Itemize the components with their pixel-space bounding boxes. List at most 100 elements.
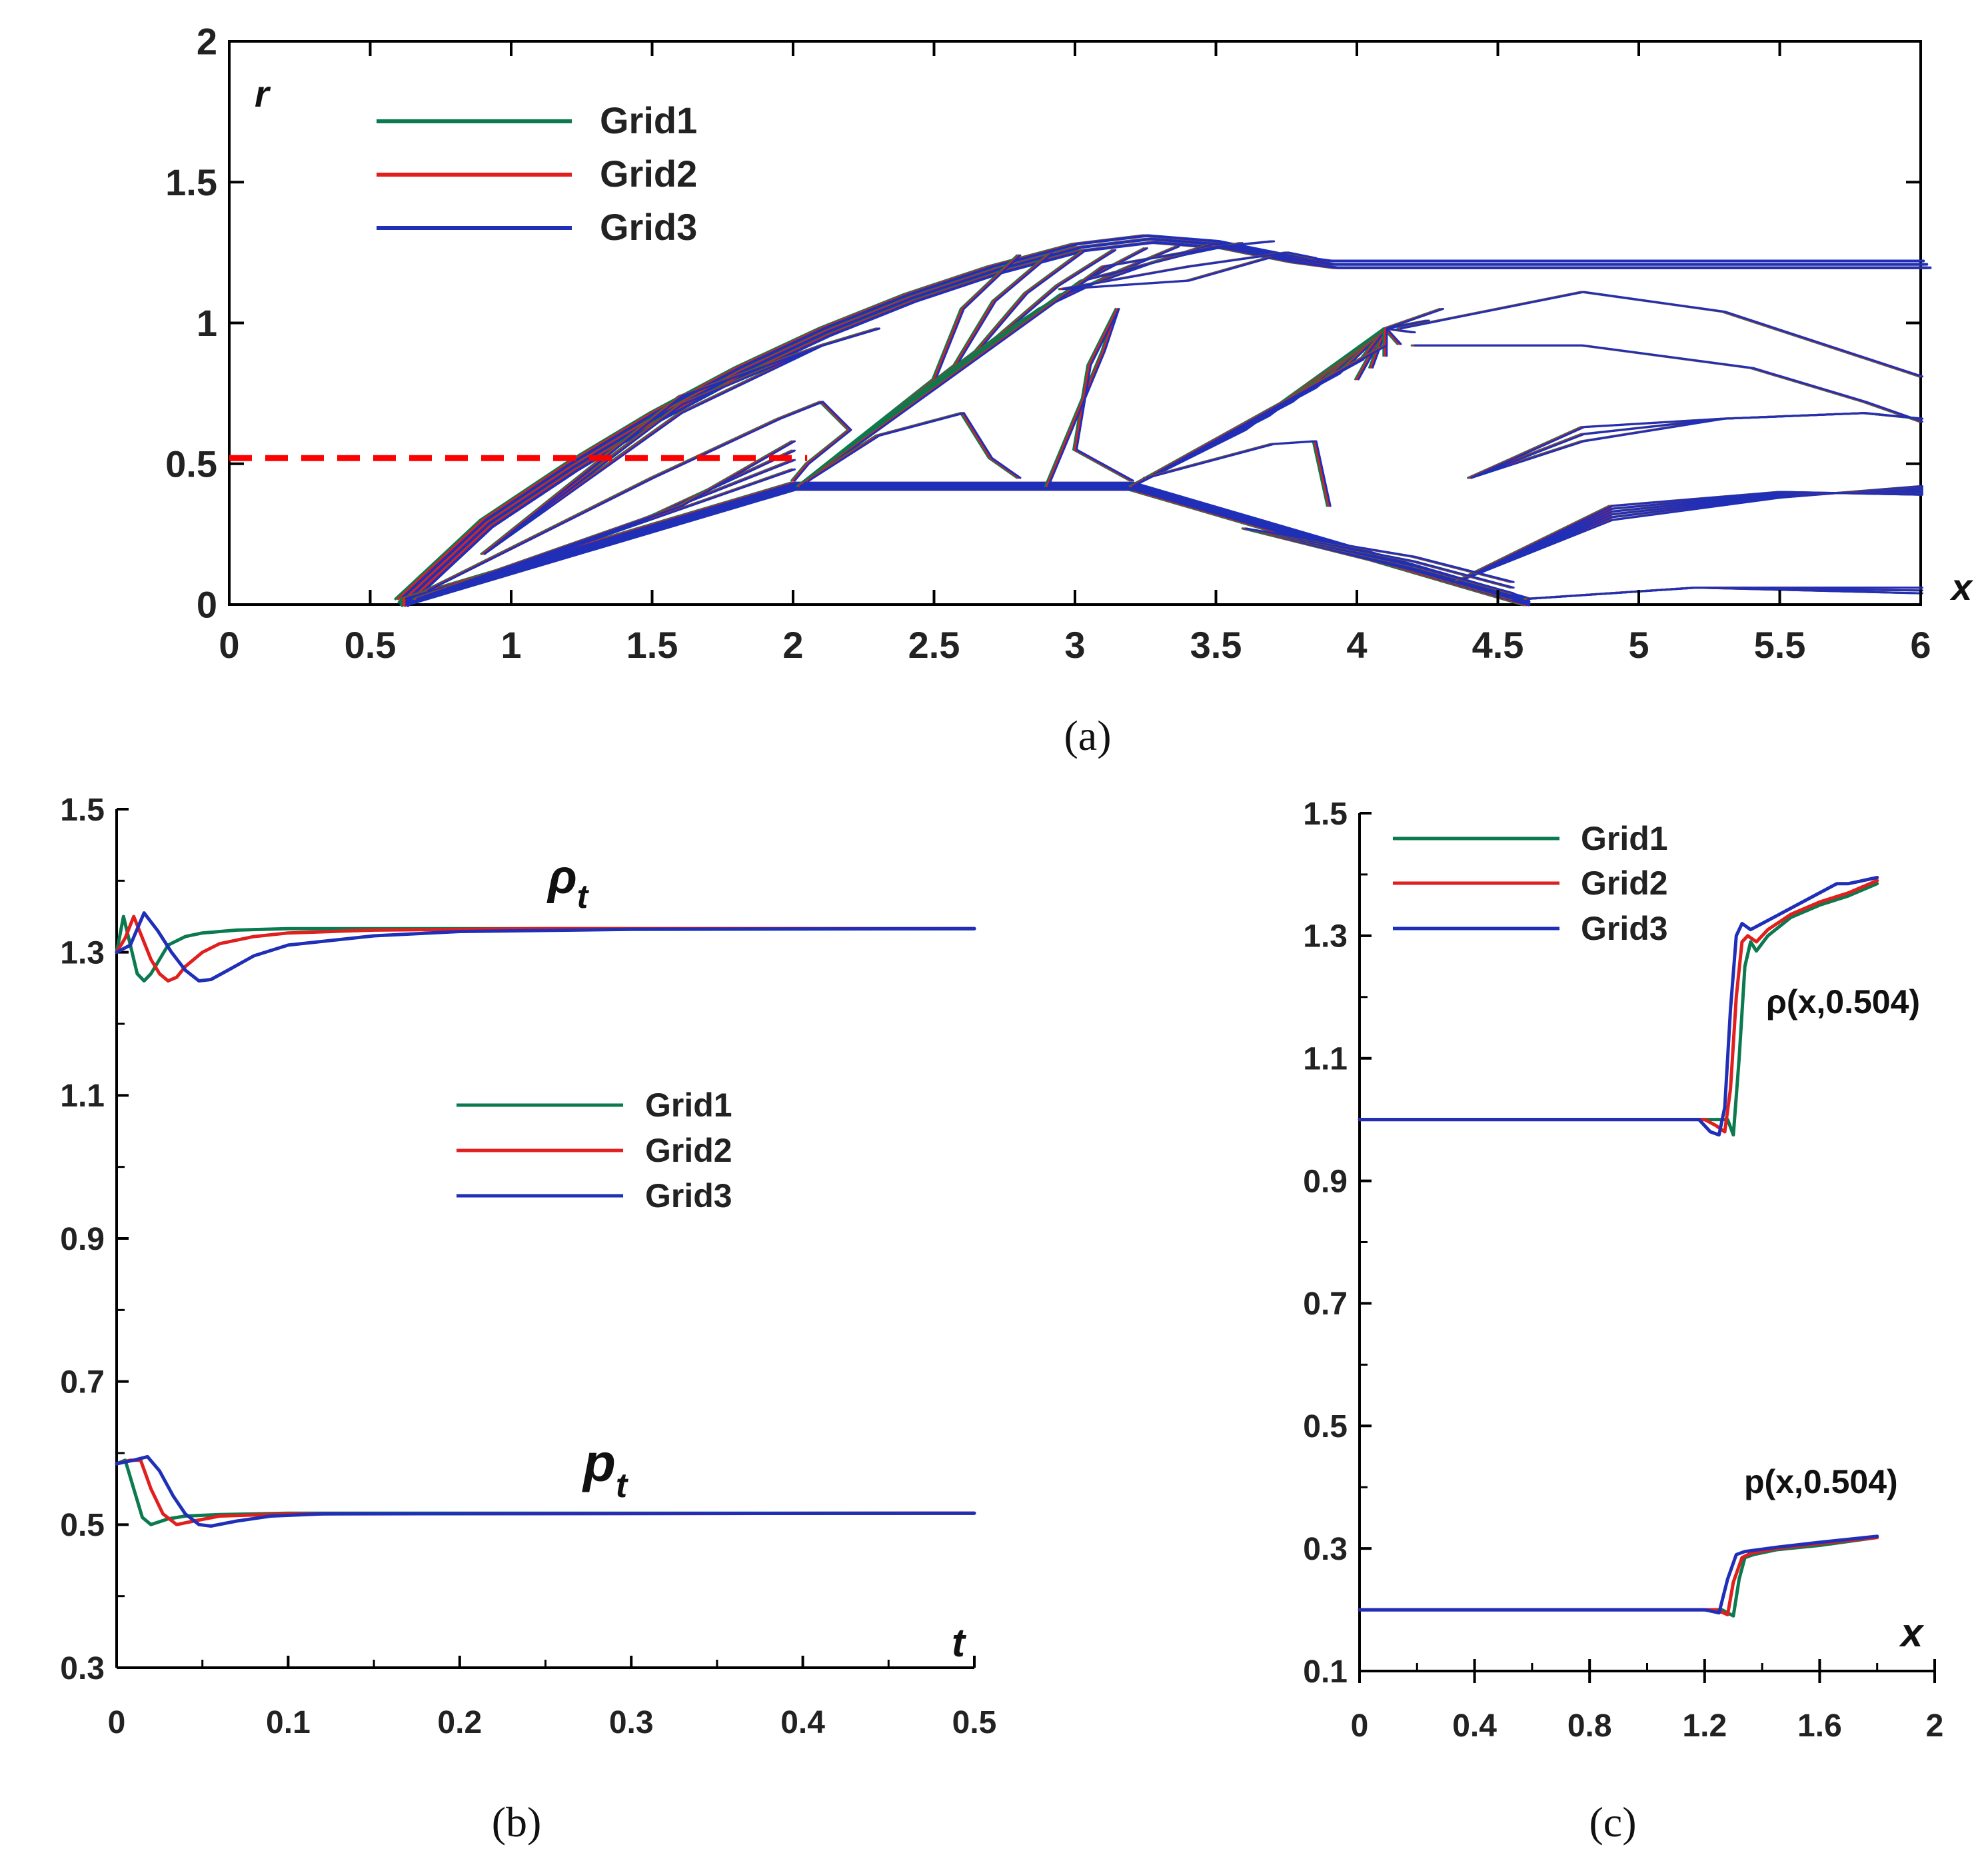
x-tick-label: 0 [1351,1708,1369,1744]
panel-a-legend-label-grid2: Grid2 [600,153,697,195]
x-tick-label: 0.8 [1567,1708,1612,1744]
x-tick-label: 0.4 [1452,1708,1497,1744]
x-tick-label: 2 [1926,1708,1944,1744]
x-tick-label: 0.3 [609,1705,654,1740]
panel-c-legend-label-grid1: Grid1 [1581,820,1668,857]
y-tick-label: 0.3 [1303,1532,1348,1567]
contour-fan-spike [1047,307,1134,487]
series-rho-grid2 [115,915,976,983]
contour-wake-band [1414,344,1923,423]
y-tick-label: 1 [197,302,217,344]
panel-a-legend-label-grid1: Grid1 [600,99,697,141]
panel-a-xlabel: x [1949,566,1974,608]
panel-b-annotation-rho-t-base: ρ [546,851,577,904]
y-tick-label: 0.1 [1303,1654,1348,1690]
panel-c-legend: Grid1 Grid2 Grid3 [1393,820,1668,947]
y-tick-label: 0.7 [1303,1286,1348,1322]
contour-wake-arc [1396,291,1920,378]
contour-boattail-fan [1128,327,1385,487]
panel-a: 0 0.5 1 1.5 2 0 0.5 1 1.5 2 2.5 3 3.5 4 4.5 5 5.5 6 r x G… [165,21,1974,759]
panel-b-caption: (b) [492,1798,542,1846]
x-tick-label: 0.2 [437,1705,482,1740]
x-tick-label: 5.5 [1754,624,1806,666]
contour-fan-pocket [806,412,1020,482]
x-tick-label: 3.5 [1190,624,1242,666]
contour-body-surface [399,481,1525,601]
y-tick-label: 1.3 [60,935,105,970]
panel-c-legend-label-grid3: Grid3 [1581,910,1668,947]
series-rho-grid3 [115,911,976,983]
panel-c: 0.1 0.3 0.5 0.7 0.9 1.1 1.3 1.5 0 0.4 0.8 1.2 1.6 2 x… [1303,797,1943,1846]
y-tick-label: 1.1 [1303,1042,1348,1077]
panel-a-ylabel: r [255,73,271,115]
x-tick-label: 1.5 [626,624,678,666]
series-rho-grid1 [115,915,976,983]
x-tick-label: 5 [1628,624,1649,666]
x-tick-label: 0.5 [345,624,397,666]
x-tick-label: 0 [108,1705,126,1740]
panel-c-annotation-p: p(x,0.504) [1744,1463,1898,1500]
panel-b-series [115,911,976,1528]
panel-b-annotation-p-t-base: p [582,1433,616,1492]
contour-boattail-fan [1130,327,1386,487]
y-tick-label: 1.5 [165,161,217,203]
x-tick-label: 1.2 [1682,1708,1727,1744]
contour-boattail-fan [1128,327,1385,487]
x-tick-label: 0 [219,624,239,666]
panel-c-caption: (c) [1589,1798,1636,1846]
y-tick-label: 2 [197,21,217,63]
contour-boattail-fan [1132,307,1444,487]
contour-wake-arc [1398,291,1922,378]
contour-expansion-fan [798,243,1210,487]
contour-wake-upper [1470,412,1923,479]
y-tick-label: 1.5 [1303,797,1348,832]
series-rho-grid3 [1358,876,1879,1137]
panel-c-legend-label-grid2: Grid2 [1581,865,1668,902]
series-p-grid3 [115,1454,976,1528]
y-tick-label: 0.9 [1303,1164,1348,1199]
x-tick-label: 1.6 [1797,1708,1842,1744]
contour-cone-layer [414,440,794,600]
x-tick-label: 3 [1064,624,1085,666]
panel-b-annotation-p-t: pt [582,1433,629,1505]
contour-boattail-fan [1130,327,1386,487]
contour-expansion-fan [799,243,1212,487]
contour-boattail-fan [1130,327,1386,487]
y-tick-label: 0.3 [60,1651,105,1686]
contour-shock-front [400,234,1925,601]
panel-a-legend-label-grid3: Grid3 [600,206,697,248]
y-tick-label: 1.3 [1303,919,1348,954]
x-tick-label: 2.5 [908,624,960,666]
contour-recirc-loop [1146,440,1332,507]
contour-wake-shocks [1456,491,1923,583]
contour-shock-front [397,234,1922,601]
panel-b-legend-label-grid3: Grid3 [645,1177,732,1214]
y-tick-label: 0 [197,584,217,626]
y-tick-label: 1.1 [60,1078,105,1114]
contour-shock-front [407,241,1932,607]
contour-wake-arc [1400,291,1923,378]
y-tick-label: 0.5 [165,443,217,485]
x-tick-label: 4.5 [1472,624,1524,666]
contour-recompression [1244,527,1515,583]
y-tick-label: 0.5 [60,1508,105,1543]
panel-a-caption: (a) [1064,712,1111,759]
panel-b-annotation-p-t-sub: t [616,1466,629,1505]
panel-b: 0.30.50.70.91.11.31.50 0.1 0.2 0.3 0.4 0.5 t … [60,793,996,1846]
panel-c-annotation-rho: ρ(x,0.504) [1766,983,1920,1020]
panel-a-legend: Grid1 Grid2 Grid3 [377,99,697,248]
x-tick-label: 0.5 [952,1705,997,1740]
panel-c-xlabel: x [1899,1610,1925,1655]
panel-b-legend-label-grid1: Grid1 [645,1086,732,1124]
panel-b-annotation-rho-t-sub: t [577,878,590,915]
x-tick-label: 1 [500,624,521,666]
y-tick-label: 0.5 [1303,1409,1348,1444]
panel-a-contours [229,234,1932,607]
contour-body-surface [405,481,1531,601]
panel-b-xlabel: t [952,1620,967,1665]
x-tick-label: 0.4 [780,1705,825,1740]
contour-cone-outer [483,327,880,555]
series-rho-grid2 [1358,879,1879,1134]
panel-c-ticks: 0.1 0.3 0.5 0.7 0.9 1.1 1.3 1.5 0 0.4 0.8 1.2 1.6 2 [1303,797,1943,1744]
